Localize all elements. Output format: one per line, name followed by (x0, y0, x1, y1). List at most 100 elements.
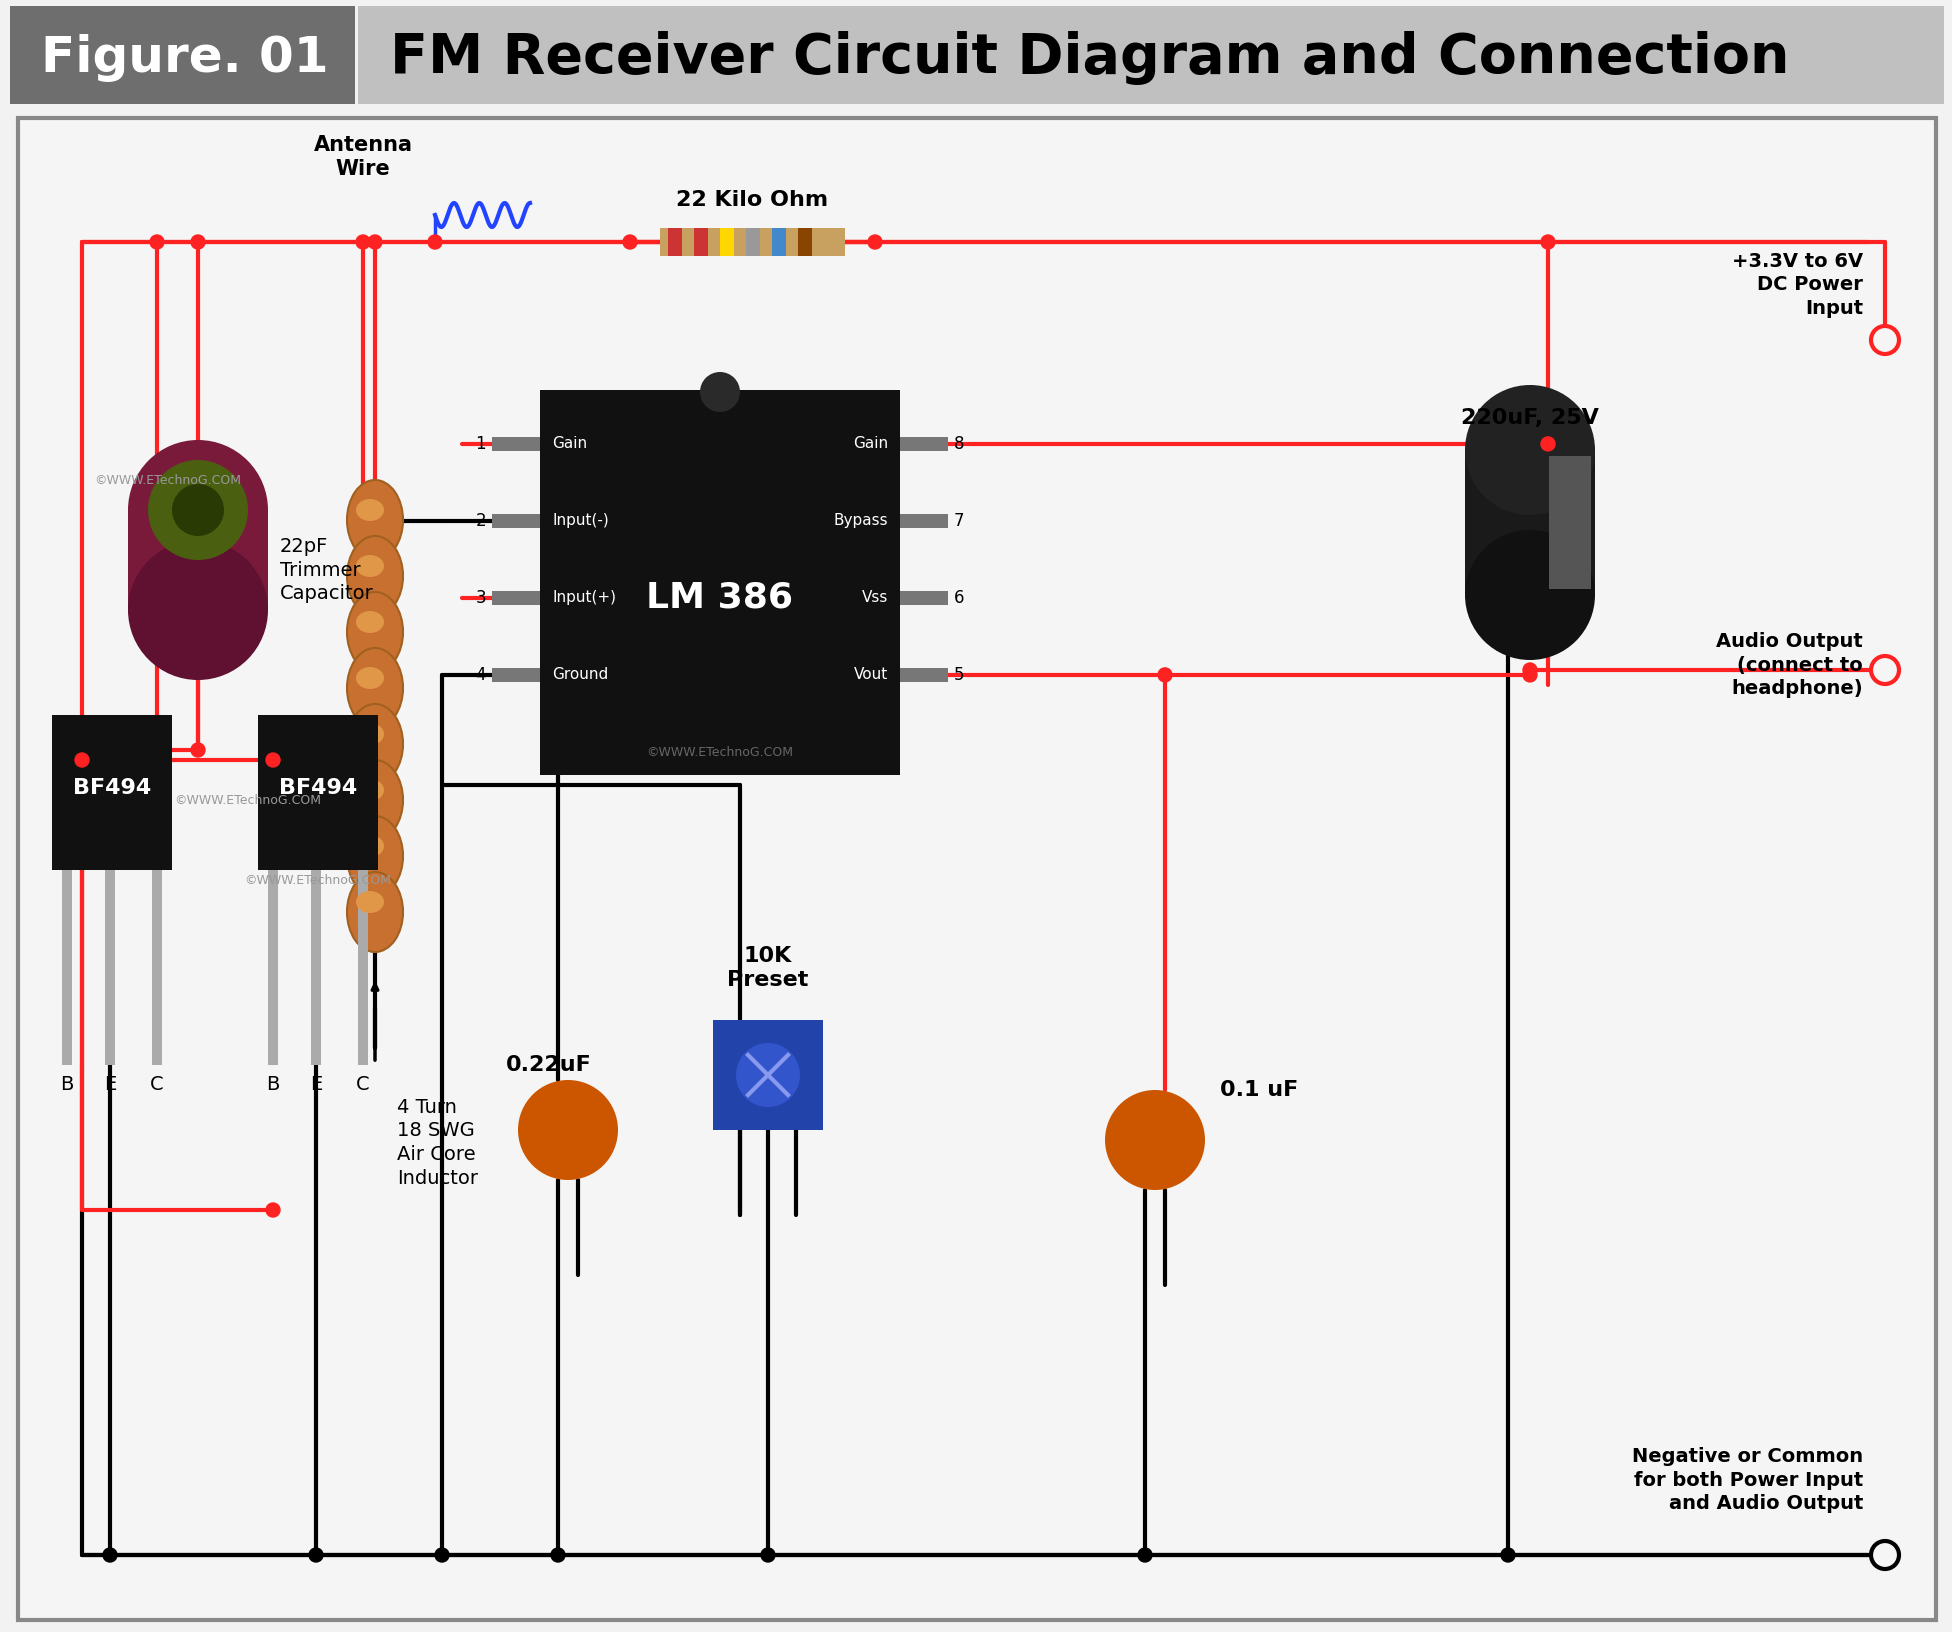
Ellipse shape (355, 610, 385, 633)
Text: 220uF, 25V: 220uF, 25V (1460, 408, 1599, 428)
Circle shape (265, 1203, 279, 1217)
Ellipse shape (347, 816, 402, 896)
Text: 10K
Preset: 10K Preset (728, 945, 808, 991)
Bar (357, 7, 1944, 104)
Circle shape (736, 1043, 800, 1106)
Bar (900, 437, 949, 450)
Text: BF494: BF494 (72, 778, 150, 798)
Circle shape (172, 485, 224, 535)
Circle shape (1872, 656, 1899, 684)
Bar (258, 715, 379, 870)
Bar (129, 509, 267, 610)
Text: ©WWW.ETechnoG.COM: ©WWW.ETechnoG.COM (244, 873, 392, 886)
Circle shape (623, 235, 636, 250)
Ellipse shape (347, 761, 402, 840)
Ellipse shape (355, 778, 385, 801)
Text: 0.1 uF: 0.1 uF (1220, 1080, 1298, 1100)
Text: C: C (150, 1075, 164, 1095)
Bar (900, 667, 949, 682)
Circle shape (761, 1549, 775, 1562)
Text: ©WWW.ETechnoG.COM: ©WWW.ETechnoG.COM (174, 793, 322, 806)
Bar (492, 437, 541, 450)
Bar (357, 870, 369, 1066)
Circle shape (103, 1549, 117, 1562)
Text: Ground: Ground (552, 667, 609, 682)
Text: Audio Output
(connect to
headphone): Audio Output (connect to headphone) (1716, 632, 1862, 698)
Ellipse shape (355, 723, 385, 744)
Ellipse shape (347, 592, 402, 672)
Circle shape (1523, 663, 1536, 677)
Text: B: B (61, 1075, 74, 1095)
Text: Gain: Gain (853, 436, 888, 452)
Text: Vout: Vout (853, 667, 888, 682)
Bar (267, 870, 277, 1066)
Text: +3.3V to 6V
DC Power
Input: +3.3V to 6V DC Power Input (1731, 251, 1862, 318)
Circle shape (1158, 667, 1171, 682)
Bar (712, 1020, 824, 1129)
Ellipse shape (355, 499, 385, 521)
Ellipse shape (347, 480, 402, 560)
Circle shape (355, 235, 371, 250)
Text: 22 Kilo Ohm: 22 Kilo Ohm (675, 189, 828, 211)
Ellipse shape (347, 535, 402, 615)
Circle shape (517, 1080, 619, 1180)
Bar (746, 228, 759, 256)
Text: 0.22uF: 0.22uF (506, 1054, 591, 1075)
Text: LM 386: LM 386 (646, 579, 794, 614)
Circle shape (1872, 326, 1899, 354)
Text: 7: 7 (955, 512, 964, 530)
Circle shape (74, 752, 90, 767)
Bar (492, 591, 541, 605)
Text: Vss: Vss (861, 591, 888, 605)
Bar (720, 228, 734, 256)
Text: C: C (355, 1075, 369, 1095)
Circle shape (1501, 1549, 1515, 1562)
Circle shape (129, 441, 267, 579)
Bar (900, 514, 949, 527)
Circle shape (129, 540, 267, 681)
Text: BF494: BF494 (279, 778, 357, 798)
Text: 3: 3 (476, 589, 486, 607)
Circle shape (869, 235, 882, 250)
Circle shape (435, 1549, 449, 1562)
Bar (310, 870, 320, 1066)
Text: 22pF
Trimmer
Capacitor: 22pF Trimmer Capacitor (279, 537, 373, 602)
Bar (668, 228, 681, 256)
Circle shape (265, 752, 279, 767)
Bar (695, 228, 709, 256)
Bar (53, 715, 172, 870)
Circle shape (369, 235, 383, 250)
Text: 2: 2 (476, 512, 486, 530)
Text: 6: 6 (955, 589, 964, 607)
Text: ©WWW.ETechnoG.COM: ©WWW.ETechnoG.COM (646, 746, 794, 759)
Text: Input(-): Input(-) (552, 514, 609, 529)
Text: 1: 1 (476, 434, 486, 454)
Ellipse shape (347, 703, 402, 783)
Bar (900, 591, 949, 605)
Circle shape (308, 1549, 322, 1562)
Circle shape (1105, 1090, 1204, 1190)
Circle shape (701, 372, 740, 411)
Text: E: E (103, 1075, 115, 1095)
Circle shape (427, 235, 441, 250)
Bar (152, 870, 162, 1066)
Ellipse shape (347, 648, 402, 728)
Bar (105, 870, 115, 1066)
Bar (798, 228, 812, 256)
Text: E: E (310, 1075, 322, 1095)
Circle shape (150, 235, 164, 250)
Ellipse shape (355, 555, 385, 578)
Bar (771, 228, 787, 256)
Circle shape (1523, 667, 1536, 682)
Bar (660, 228, 845, 256)
Circle shape (550, 1549, 564, 1562)
Text: Input(+): Input(+) (552, 591, 617, 605)
Circle shape (1138, 1549, 1152, 1562)
Bar (1550, 455, 1591, 589)
Text: 5: 5 (955, 666, 964, 684)
Ellipse shape (347, 871, 402, 951)
Text: FM Receiver Circuit Diagram and Connection: FM Receiver Circuit Diagram and Connecti… (390, 31, 1790, 85)
Circle shape (1540, 235, 1556, 250)
Text: 4: 4 (476, 666, 486, 684)
Text: Figure. 01: Figure. 01 (41, 34, 328, 82)
